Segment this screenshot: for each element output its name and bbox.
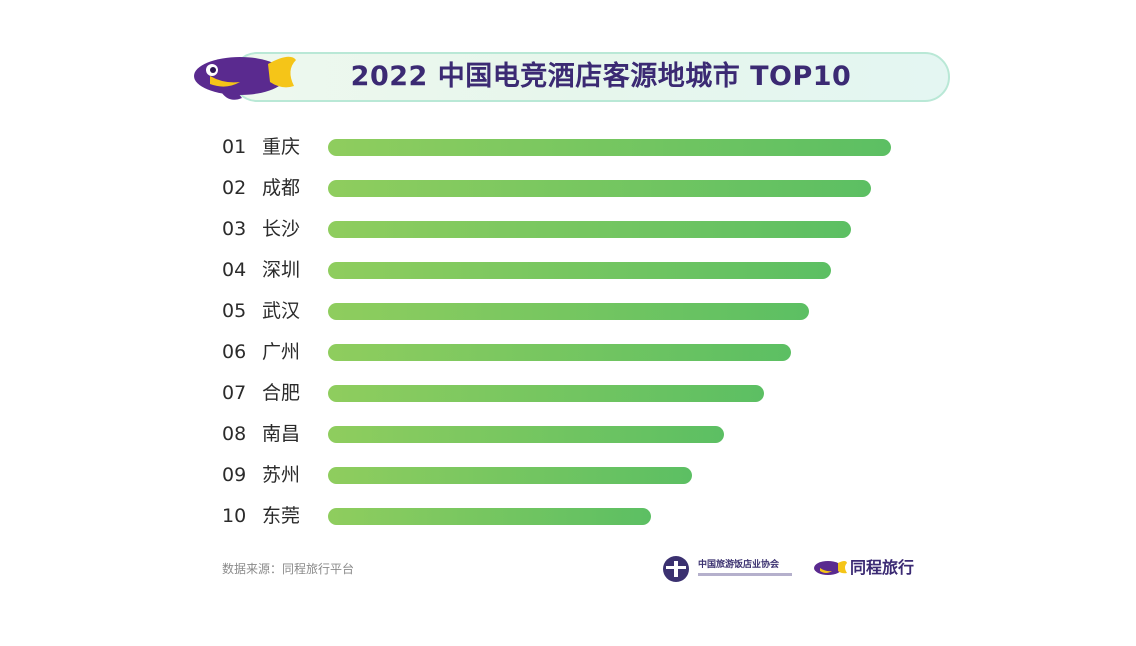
brand-fish-icon (814, 561, 847, 575)
rank-label: 03 (222, 218, 247, 240)
category-label: 广州 (262, 341, 301, 363)
rank-label: 04 (222, 259, 247, 281)
chart-title: 2022 中国电竞酒店客源地城市 TOP10 (350, 61, 852, 92)
data-source-note: 数据来源：同程旅行平台 (222, 562, 355, 576)
rank-label: 08 (222, 423, 247, 445)
category-label: 长沙 (262, 218, 301, 240)
bar (328, 426, 724, 443)
category-label: 重庆 (262, 136, 301, 158)
brand-name: 同程旅行 (850, 558, 915, 577)
category-label: 武汉 (262, 300, 301, 322)
bar (328, 467, 692, 484)
fish-mascot-icon (194, 56, 296, 100)
association-subtitle-line (698, 573, 792, 576)
association-name: 中国旅游饭店业协会 (698, 560, 780, 570)
bar (328, 385, 764, 402)
category-label: 深圳 (262, 259, 301, 281)
bar (328, 344, 791, 361)
category-label: 成都 (262, 177, 301, 199)
bar (328, 508, 651, 525)
bar (328, 139, 891, 156)
rank-label: 07 (222, 382, 247, 404)
rank-label: 09 (222, 464, 247, 486)
rank-label: 10 (222, 505, 247, 527)
rank-label: 02 (222, 177, 247, 199)
rank-label: 01 (222, 136, 247, 158)
category-label: 东莞 (262, 505, 301, 527)
rank-label: 05 (222, 300, 247, 322)
bar (328, 262, 831, 279)
category-label: 合肥 (262, 382, 301, 404)
category-label: 苏州 (262, 464, 301, 486)
bar (328, 221, 851, 238)
category-label: 南昌 (262, 423, 301, 445)
association-logo-icon (663, 556, 689, 582)
rank-label: 06 (222, 341, 247, 363)
bar (328, 180, 871, 197)
bar (328, 303, 809, 320)
title-banner (232, 52, 950, 102)
